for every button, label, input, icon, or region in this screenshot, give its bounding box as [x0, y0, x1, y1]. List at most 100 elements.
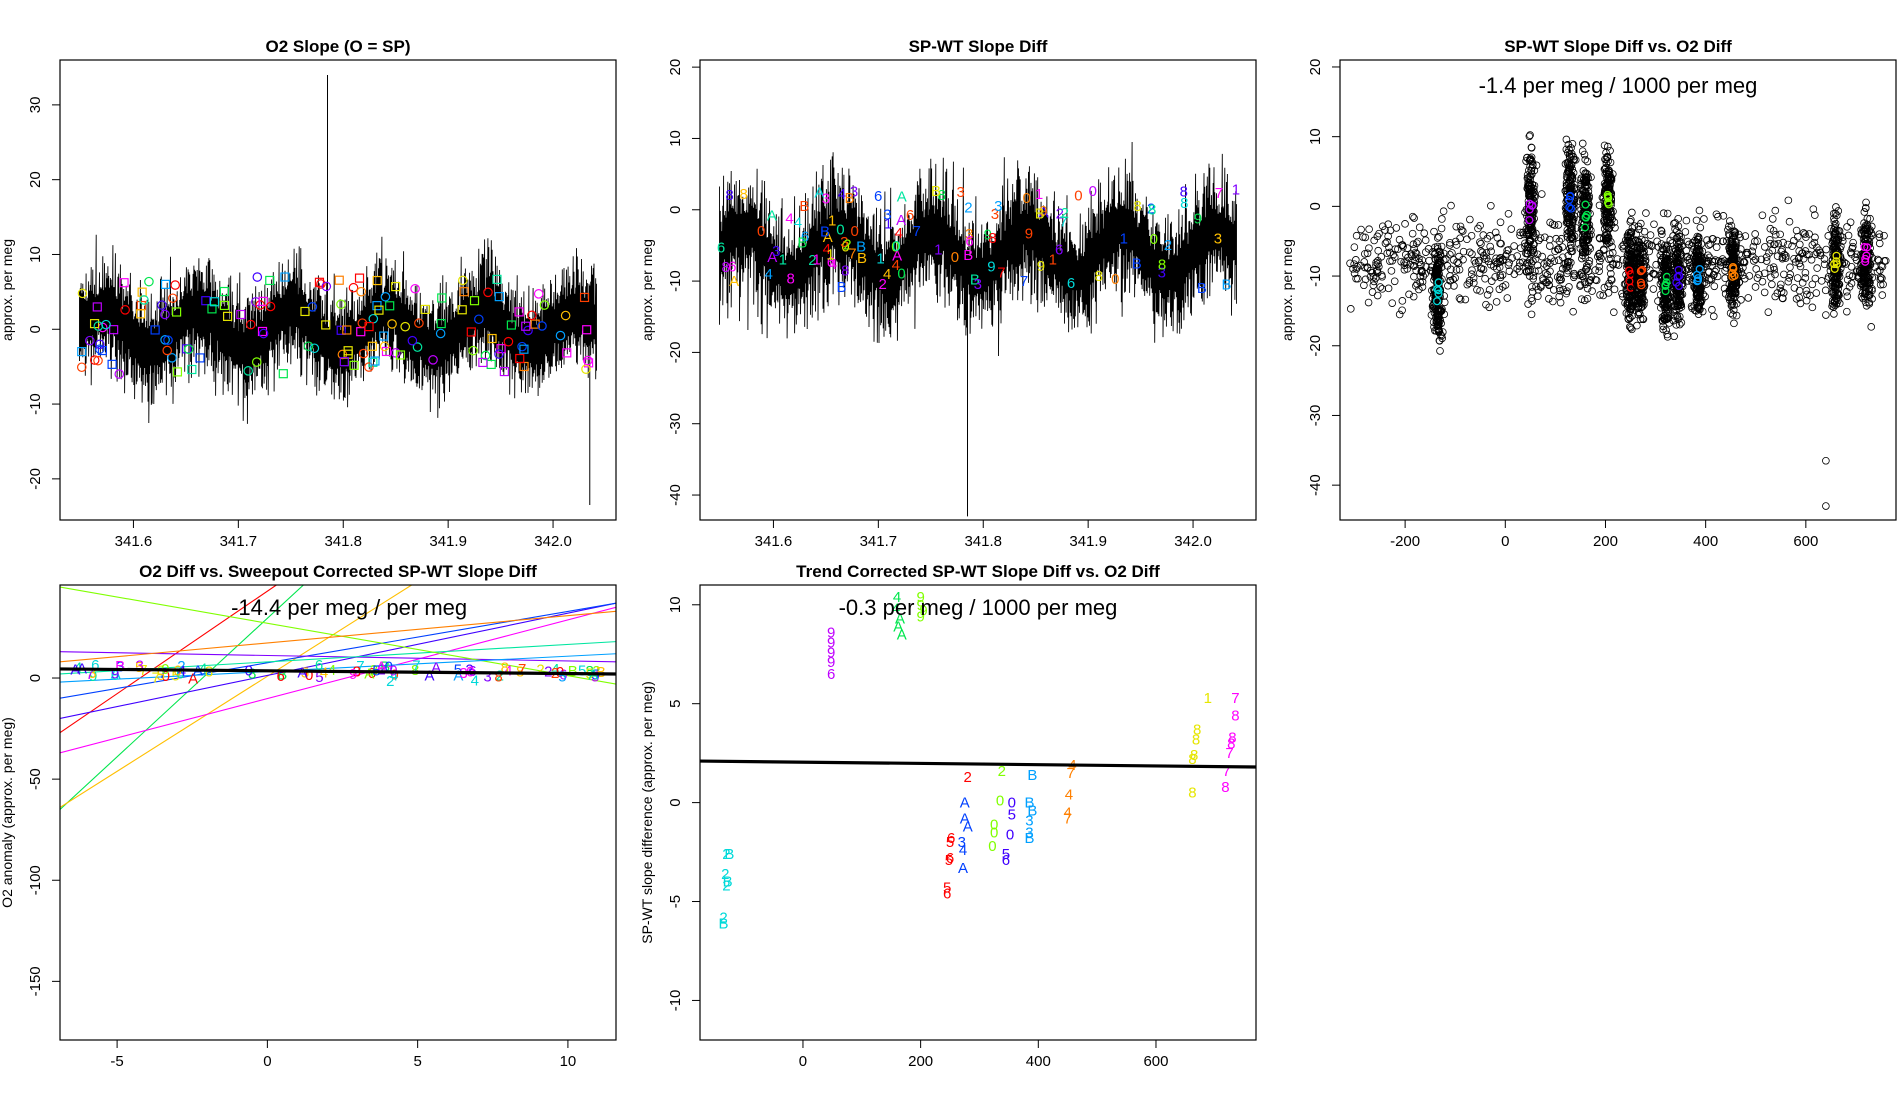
y-tick-label: 0 [1307, 202, 1324, 210]
scatter-point [1650, 220, 1658, 229]
scatter-point [1558, 243, 1567, 251]
cluster-point [1582, 177, 1591, 186]
scatter-point [1400, 261, 1409, 270]
scatter-point [1853, 250, 1861, 259]
square-marker [379, 331, 389, 341]
point-label: 9 [89, 668, 97, 685]
cluster-point [1726, 242, 1735, 251]
cluster-point [1675, 320, 1684, 329]
scatter-point [1619, 244, 1628, 253]
scatter-point [1448, 249, 1456, 257]
cluster-point [1641, 253, 1649, 261]
circle-marker [307, 302, 318, 312]
cluster-point [1626, 217, 1635, 226]
scatter-point [1803, 290, 1811, 299]
square-marker [381, 346, 392, 357]
cluster-point [1582, 182, 1591, 190]
cluster-point [1624, 261, 1633, 269]
square-marker [579, 292, 590, 303]
scatter-point [1705, 276, 1713, 284]
cluster-point [1861, 298, 1870, 307]
chart-title: Trend Corrected SP-WT Slope Diff vs. O2 … [796, 562, 1160, 581]
square-marker [499, 366, 509, 377]
cluster-point [1670, 332, 1678, 341]
cluster-point [1433, 270, 1441, 279]
scatter-point [1554, 245, 1563, 253]
cluster-point [1661, 293, 1669, 301]
scatter-point [1401, 250, 1410, 259]
overall-fit-line [60, 667, 616, 676]
scatter-point [1401, 220, 1409, 228]
scatter-point [1350, 243, 1359, 251]
cluster-point [1691, 284, 1699, 293]
per-group-fit-line [60, 602, 616, 699]
slope-annotation: -1.4 per meg / 1000 per meg [1479, 73, 1758, 98]
data-point-label: 0 [996, 793, 1004, 810]
cluster-point [1729, 311, 1737, 319]
data-point-label: A [893, 619, 903, 636]
square-marker [436, 318, 446, 329]
point-label: 0 [951, 249, 959, 266]
point-label: B [799, 198, 809, 215]
data-point-label: 3 [1025, 824, 1033, 841]
point-label: A [431, 659, 441, 676]
x-tick-label: 0 [263, 1053, 271, 1070]
scatter-point [1363, 264, 1372, 272]
panel-p3: SP-WT Slope Diff vs. O2 Diff-200 0 200 400 6… [1279, 37, 1897, 550]
scatter-point [1790, 284, 1799, 292]
cluster-point [1657, 247, 1666, 256]
cluster-point [1601, 207, 1610, 215]
cluster-point [1569, 235, 1577, 243]
scatter-point [1541, 269, 1550, 278]
circle-marker [94, 339, 105, 350]
scatter-point [1758, 277, 1767, 286]
scatter-point [1583, 284, 1592, 293]
cluster-point [1524, 185, 1532, 194]
scatter-point [1486, 242, 1494, 251]
cluster-point [1663, 330, 1672, 339]
cluster-point [1522, 157, 1530, 165]
cluster-point [1676, 287, 1685, 296]
cluster-point [1581, 253, 1590, 262]
point-label: 1 [1232, 181, 1240, 198]
scatter-point [1486, 232, 1494, 240]
point-label: 7 [86, 666, 94, 683]
scatter-point [1711, 267, 1719, 276]
point-label: 8 [1095, 268, 1103, 285]
scatter-point [1707, 275, 1716, 284]
cluster-highlight [1525, 216, 1534, 225]
point-label: 6 [801, 228, 809, 245]
point-label: 4 [794, 214, 802, 231]
point-label: 2 [964, 199, 972, 216]
point-label: 0 [891, 238, 899, 255]
scatter-point [1557, 234, 1566, 243]
scatter-point [1793, 274, 1802, 282]
scatter-point [1700, 215, 1708, 223]
scatter-point [1610, 308, 1618, 317]
cluster-point [1659, 245, 1668, 254]
circle-marker [316, 279, 326, 289]
scatter-point [1771, 206, 1780, 215]
point-label: 3 [965, 226, 973, 243]
scatter-point [1607, 270, 1615, 278]
scatter-point [1473, 285, 1481, 294]
cluster-point [1730, 229, 1739, 237]
cluster-point [1694, 310, 1703, 318]
cluster-point [1587, 230, 1595, 239]
cluster-point [1434, 328, 1443, 336]
scatter-point [1713, 272, 1722, 281]
point-label: 2 [808, 252, 816, 269]
cluster-point [1584, 267, 1593, 275]
point-label: 7 [848, 245, 856, 262]
cluster-point [1527, 143, 1536, 152]
data-point-label: 7 [1222, 763, 1230, 780]
square-marker [367, 341, 377, 351]
scatter-point [1449, 275, 1457, 284]
cluster-point [1625, 305, 1634, 314]
scatter-point [1768, 280, 1776, 289]
x-tick-label: 200 [908, 1053, 933, 1070]
scatter-point [1372, 258, 1380, 267]
scatter-point [1779, 294, 1787, 303]
data-point-label: A [960, 810, 970, 827]
